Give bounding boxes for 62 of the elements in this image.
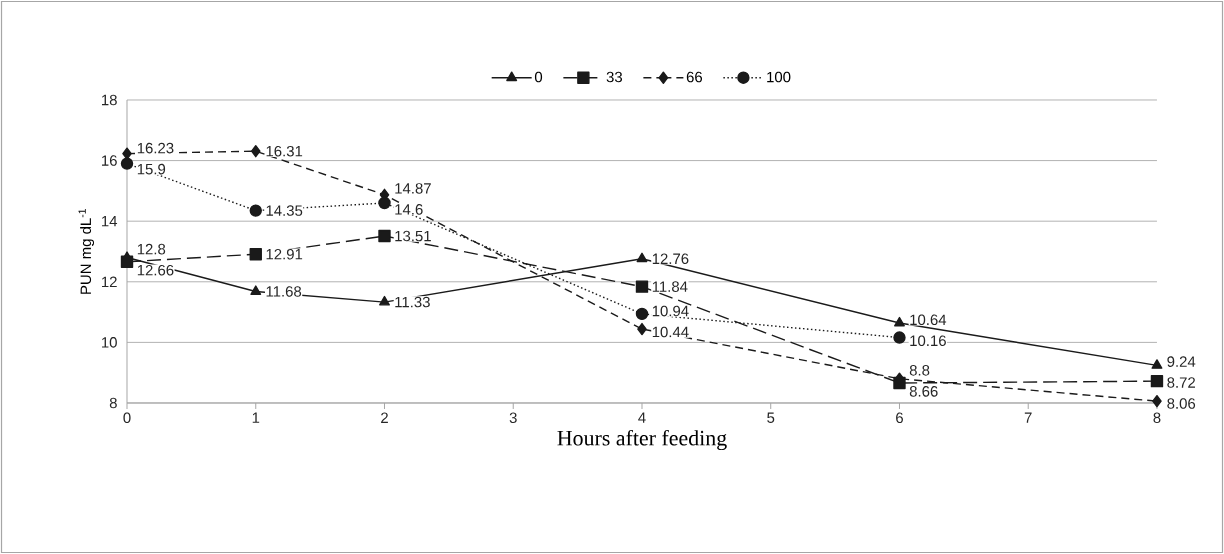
data-label: 11.68	[266, 286, 302, 297]
data-label: 8.66	[909, 386, 938, 397]
point	[893, 331, 906, 344]
data-label: 10.44	[652, 326, 689, 338]
point	[894, 316, 905, 327]
data-label: 13.51	[395, 230, 431, 242]
point	[249, 204, 262, 217]
data-label: 11.33	[395, 296, 430, 308]
y-tick-label: 10	[102, 337, 117, 348]
legend-label: 33	[606, 71, 623, 83]
point	[378, 229, 391, 243]
y-tick-label: 8	[109, 397, 117, 409]
point	[120, 157, 134, 170]
data-label: 8.06	[1167, 398, 1196, 409]
point	[637, 322, 647, 336]
data-label: 14.6	[395, 204, 423, 215]
data-label: 8.72	[1167, 377, 1195, 388]
data-label: 12.76	[652, 253, 689, 265]
y-tick-label: 12	[102, 276, 117, 287]
legend-label: 100	[767, 71, 791, 83]
data-label: 16.23	[137, 142, 174, 154]
point	[250, 285, 262, 295]
data-label: 15.9	[137, 163, 166, 175]
y-tick-label: 14	[102, 216, 118, 227]
point	[249, 248, 262, 261]
data-label: 12.8	[137, 243, 166, 255]
x-tick-label: 2	[381, 412, 388, 423]
x-tick-label: 5	[767, 412, 775, 423]
point	[1152, 394, 1162, 408]
x-tick-label: 6	[896, 412, 903, 424]
data-label: 11.84	[652, 281, 688, 292]
data-label: 12.91	[266, 248, 303, 260]
x-tick-label: 3	[509, 412, 517, 424]
x-tick-label: 1	[252, 412, 260, 423]
point	[1150, 374, 1164, 388]
data-label: 10.64	[910, 314, 947, 326]
data-label: 14.35	[266, 205, 303, 216]
data-label: 8.8	[909, 365, 930, 376]
point	[636, 252, 648, 263]
y-tick-label: 18	[102, 94, 117, 106]
point	[120, 255, 134, 268]
point	[250, 144, 261, 158]
x-tick-label: 4	[638, 412, 646, 423]
data-label: 14.87	[395, 183, 431, 194]
data-label: 16.31	[266, 145, 303, 157]
x-axis-title: Hours after feeding	[557, 429, 727, 451]
x-tick-label: 7	[1024, 412, 1032, 423]
legend-label: 66	[686, 71, 703, 83]
data-label: 10.94	[652, 305, 689, 317]
point	[1151, 359, 1163, 369]
x-tick-label: 0	[123, 412, 131, 424]
x-tick-label: 8	[1153, 412, 1161, 424]
point	[635, 280, 649, 293]
y-tick-label: 16	[102, 155, 117, 166]
data-label: 9.24	[1167, 356, 1196, 367]
data-label: 10.16	[910, 335, 946, 347]
point	[379, 295, 390, 306]
data-label: 12.66	[137, 264, 174, 276]
y-axis-title: PUN mg dL$^{-1}$	[78, 208, 95, 294]
point	[378, 196, 391, 210]
legend-label: 0	[534, 71, 543, 83]
point	[635, 307, 649, 321]
